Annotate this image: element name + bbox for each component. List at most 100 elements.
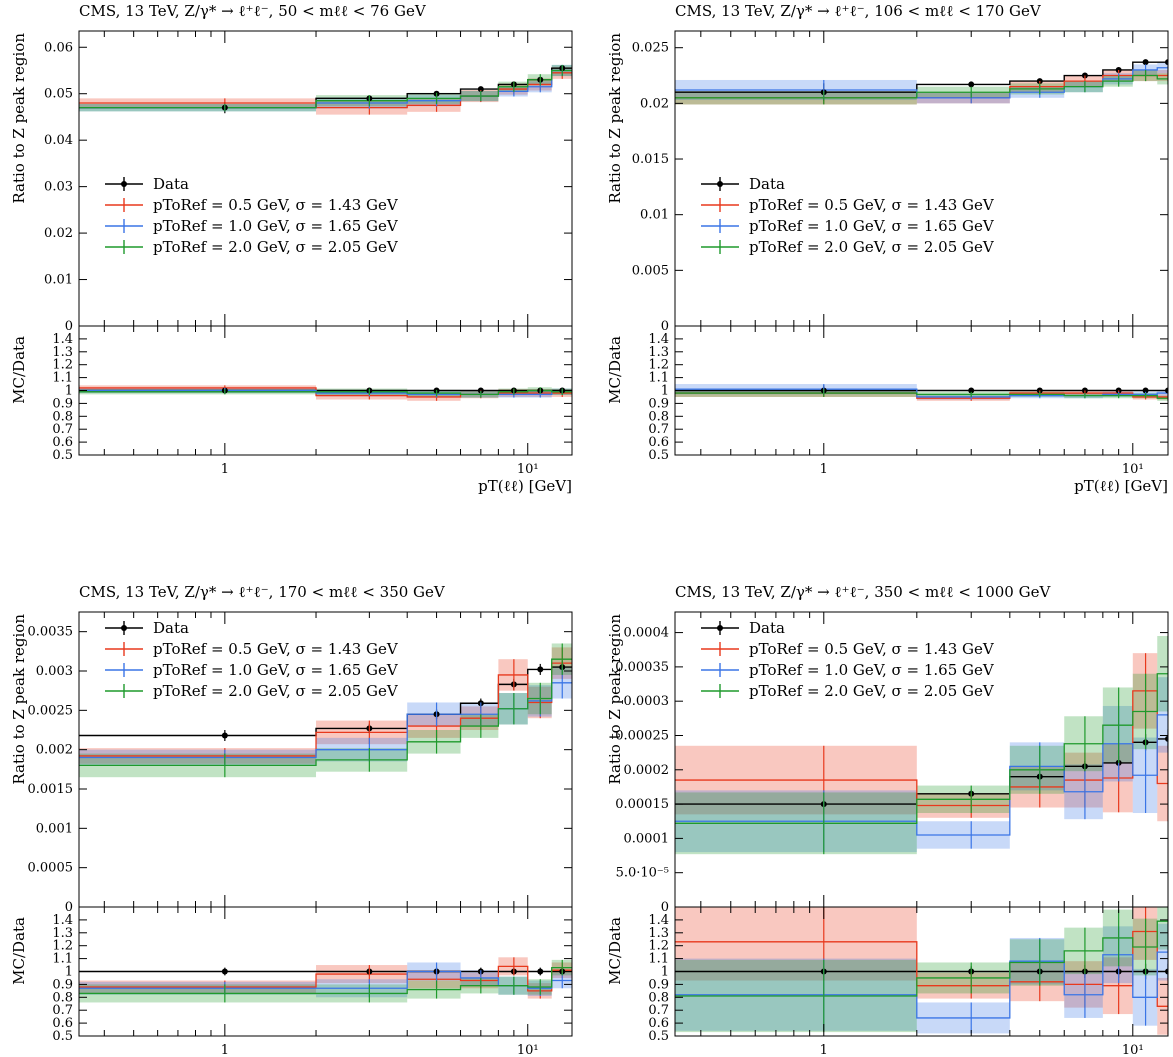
ratio-y-tick-label: 0.7 [52, 422, 73, 437]
y-axis-label: Ratio to Z peak region [10, 33, 28, 204]
chart-panel-4: CMS, 13 TeV, Z/γ* → ℓ⁺ℓ⁻, 350 < mℓℓ < 10… [606, 583, 1169, 1057]
legend-label-ptoref-0p5: pToRef = 0.5 GeV, σ = 1.43 GeV [153, 196, 399, 214]
y-tick-label: 0 [661, 319, 669, 334]
legend: Data pToRef = 0.5 GeV, σ = 1.43 GeV pToRef… [701, 175, 995, 256]
y-tick-label: 0.005 [632, 263, 669, 278]
legend-label-ptoref-0p5: pToRef = 0.5 GeV, σ = 1.43 GeV [153, 640, 399, 658]
y-tick-label: 0.003 [36, 664, 73, 679]
main-line-ptoref-2p0 [79, 69, 572, 109]
main-point-data [477, 86, 484, 93]
legend-label-ptoref-1p0: pToRef = 1.0 GeV, σ = 1.65 GeV [153, 661, 399, 679]
legend-marker-data [121, 181, 127, 187]
y-tick-label: 0.0003 [624, 694, 670, 709]
ratio-y-tick-label: 1 [661, 965, 669, 980]
x-tick-label: 1 [221, 462, 229, 477]
legend-label-ptoref-1p0: pToRef = 1.0 GeV, σ = 1.65 GeV [749, 661, 995, 679]
ratio-y-tick-label: 1.3 [52, 926, 73, 941]
main-plot-area [675, 59, 1168, 105]
y-tick-label: 0 [65, 319, 73, 334]
ratio-y-tick-label: 0.6 [52, 1016, 73, 1031]
y-axis-label: Ratio to Z peak region [606, 614, 624, 785]
legend-label-data: Data [153, 175, 189, 193]
ratio-y-tick-label: 0.9 [648, 396, 669, 411]
ratio-line-ptoref-2p0 [675, 920, 1168, 997]
ratio-y-tick-label: 0.7 [648, 1003, 669, 1018]
ratio-y-tick-label: 0.8 [52, 990, 73, 1005]
legend-label-data: Data [749, 175, 785, 193]
legend-label-ptoref-0p5: pToRef = 0.5 GeV, σ = 1.43 GeV [749, 196, 995, 214]
x-tick-label: 10¹ [1122, 1043, 1144, 1057]
ratio-plot-area [79, 385, 572, 401]
legend-label-data: Data [749, 619, 785, 637]
y-tick-label: 0.001 [36, 821, 73, 836]
main-line-ptoref-0p5 [79, 662, 572, 757]
y-tick-label: 0.01 [44, 273, 73, 288]
chart-title: CMS, 13 TeV, Z/γ* → ℓ⁺ℓ⁻, 170 < mℓℓ < 35… [79, 583, 446, 601]
ratio-line-ptoref-1p0 [79, 970, 572, 989]
ratio-y-tick-label: 0.7 [52, 1003, 73, 1018]
ratio-y-tick-label: 0.5 [52, 448, 73, 463]
ratio-y-tick-label: 1 [661, 384, 669, 399]
ratio-point-data [221, 968, 228, 975]
ratio-band-ptoref-0p5 [675, 907, 917, 981]
chart-panel-2: CMS, 13 TeV, Z/γ* → ℓ⁺ℓ⁻, 106 < mℓℓ < 17… [606, 2, 1169, 495]
y-tick-label: 0.002 [36, 743, 73, 758]
ratio-y-tick-label: 0.6 [648, 435, 669, 450]
y-tick-label: 0.06 [44, 40, 73, 55]
x-tick-label: 1 [221, 1043, 229, 1057]
legend-label-ptoref-2p0: pToRef = 2.0 GeV, σ = 2.05 GeV [749, 238, 995, 256]
ratio-line-ptoref-1p0 [675, 951, 1168, 1019]
ratio-line-ptoref-0p5 [79, 387, 572, 398]
main-plot-area [675, 636, 1168, 855]
ratio-band-ptoref-2p0 [1157, 907, 1168, 950]
ratio-y-tick-label: 0.8 [648, 990, 669, 1005]
y-tick-label: 0.015 [632, 152, 669, 167]
ratio-point-data [968, 387, 975, 394]
ratio-y-tick-label: 1.1 [52, 371, 73, 386]
ratio-line-ptoref-2p0 [675, 392, 1168, 399]
ratio-y-axis-label: MC/Data [10, 336, 28, 404]
y-tick-label: 0.02 [640, 96, 669, 111]
y-tick-label: 0 [661, 900, 669, 915]
ratio-y-tick-label: 1.2 [52, 939, 73, 954]
main-plot-area [79, 64, 572, 115]
ratio-point-data [537, 968, 544, 975]
x-tick-label: 10¹ [517, 1043, 539, 1057]
y-tick-label: 0.0004 [624, 626, 670, 641]
ratio-plot-area [79, 957, 572, 1003]
y-tick-label: 0.03 [44, 180, 73, 195]
ratio-y-tick-label: 1.4 [52, 332, 73, 347]
ratio-y-tick-label: 1.2 [648, 358, 669, 373]
chart-title: CMS, 13 TeV, Z/γ* → ℓ⁺ℓ⁻, 50 < mℓℓ < 76 … [79, 2, 427, 20]
x-axis-label: pT(ℓℓ) [GeV] [1074, 477, 1168, 495]
legend: Data pToRef = 0.5 GeV, σ = 1.43 GeV pToRef… [701, 619, 995, 700]
chart-panel-1: CMS, 13 TeV, Z/γ* → ℓ⁺ℓ⁻, 50 < mℓℓ < 76 … [10, 2, 573, 495]
ratio-y-tick-label: 0.6 [52, 435, 73, 450]
ratio-y-tick-label: 0.9 [648, 977, 669, 992]
main-point-data [1142, 59, 1149, 66]
ratio-line-ptoref-2p0 [79, 966, 572, 995]
y-tick-label: 0.00035 [615, 660, 669, 675]
legend-marker-data [717, 625, 723, 631]
legend-label-ptoref-2p0: pToRef = 2.0 GeV, σ = 2.05 GeV [153, 238, 399, 256]
ratio-y-tick-label: 0.5 [648, 1029, 669, 1044]
main-line-ptoref-1p0 [675, 714, 1168, 836]
y-tick-label: 0.025 [632, 41, 669, 56]
y-tick-label: 0.02 [44, 226, 73, 241]
main-point-data [1165, 59, 1168, 66]
y-tick-label: 5.0·10⁻⁵ [616, 866, 669, 881]
ratio-y-tick-label: 0.6 [648, 1016, 669, 1031]
x-axis-label: pT(ℓℓ) [GeV] [478, 477, 572, 495]
ratio-y-tick-label: 1.1 [52, 952, 73, 967]
ratio-y-tick-label: 1.3 [52, 345, 73, 360]
legend-label-ptoref-0p5: pToRef = 0.5 GeV, σ = 1.43 GeV [749, 640, 995, 658]
ratio-y-tick-label: 1 [65, 384, 73, 399]
y-tick-label: 0.01 [640, 208, 669, 223]
y-tick-label: 0.0005 [28, 861, 74, 876]
ratio-y-tick-label: 1.4 [648, 332, 669, 347]
ratio-line-ptoref-0p5 [79, 965, 572, 992]
main-line-ptoref-2p0 [675, 673, 1168, 824]
y-axis-label: Ratio to Z peak region [606, 33, 624, 204]
main-point-data [1165, 735, 1168, 742]
